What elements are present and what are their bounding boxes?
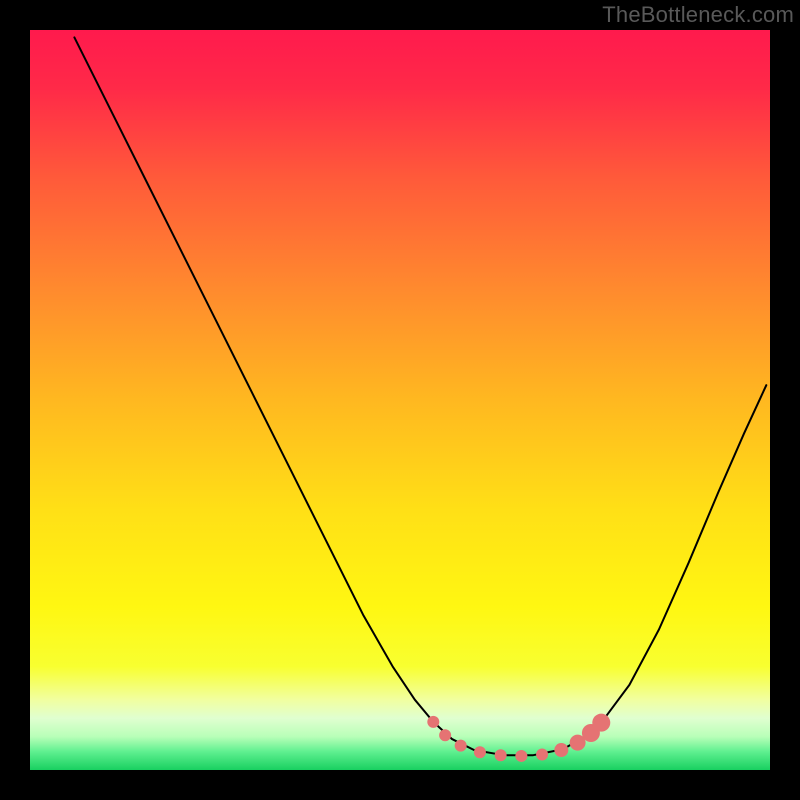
highlight-dot — [554, 743, 568, 757]
highlight-dot — [474, 746, 486, 758]
highlight-dot — [439, 729, 451, 741]
highlight-dot — [536, 748, 548, 760]
highlight-dot — [455, 740, 467, 752]
chart-container: TheBottleneck.com — [0, 0, 800, 800]
highlight-dot — [495, 749, 507, 761]
highlight-dot — [427, 716, 439, 728]
highlight-dot — [515, 750, 527, 762]
watermark-text: TheBottleneck.com — [602, 2, 794, 28]
bottleneck-chart — [0, 0, 800, 800]
highlight-dot — [592, 714, 610, 732]
heat-gradient-area — [30, 30, 770, 770]
